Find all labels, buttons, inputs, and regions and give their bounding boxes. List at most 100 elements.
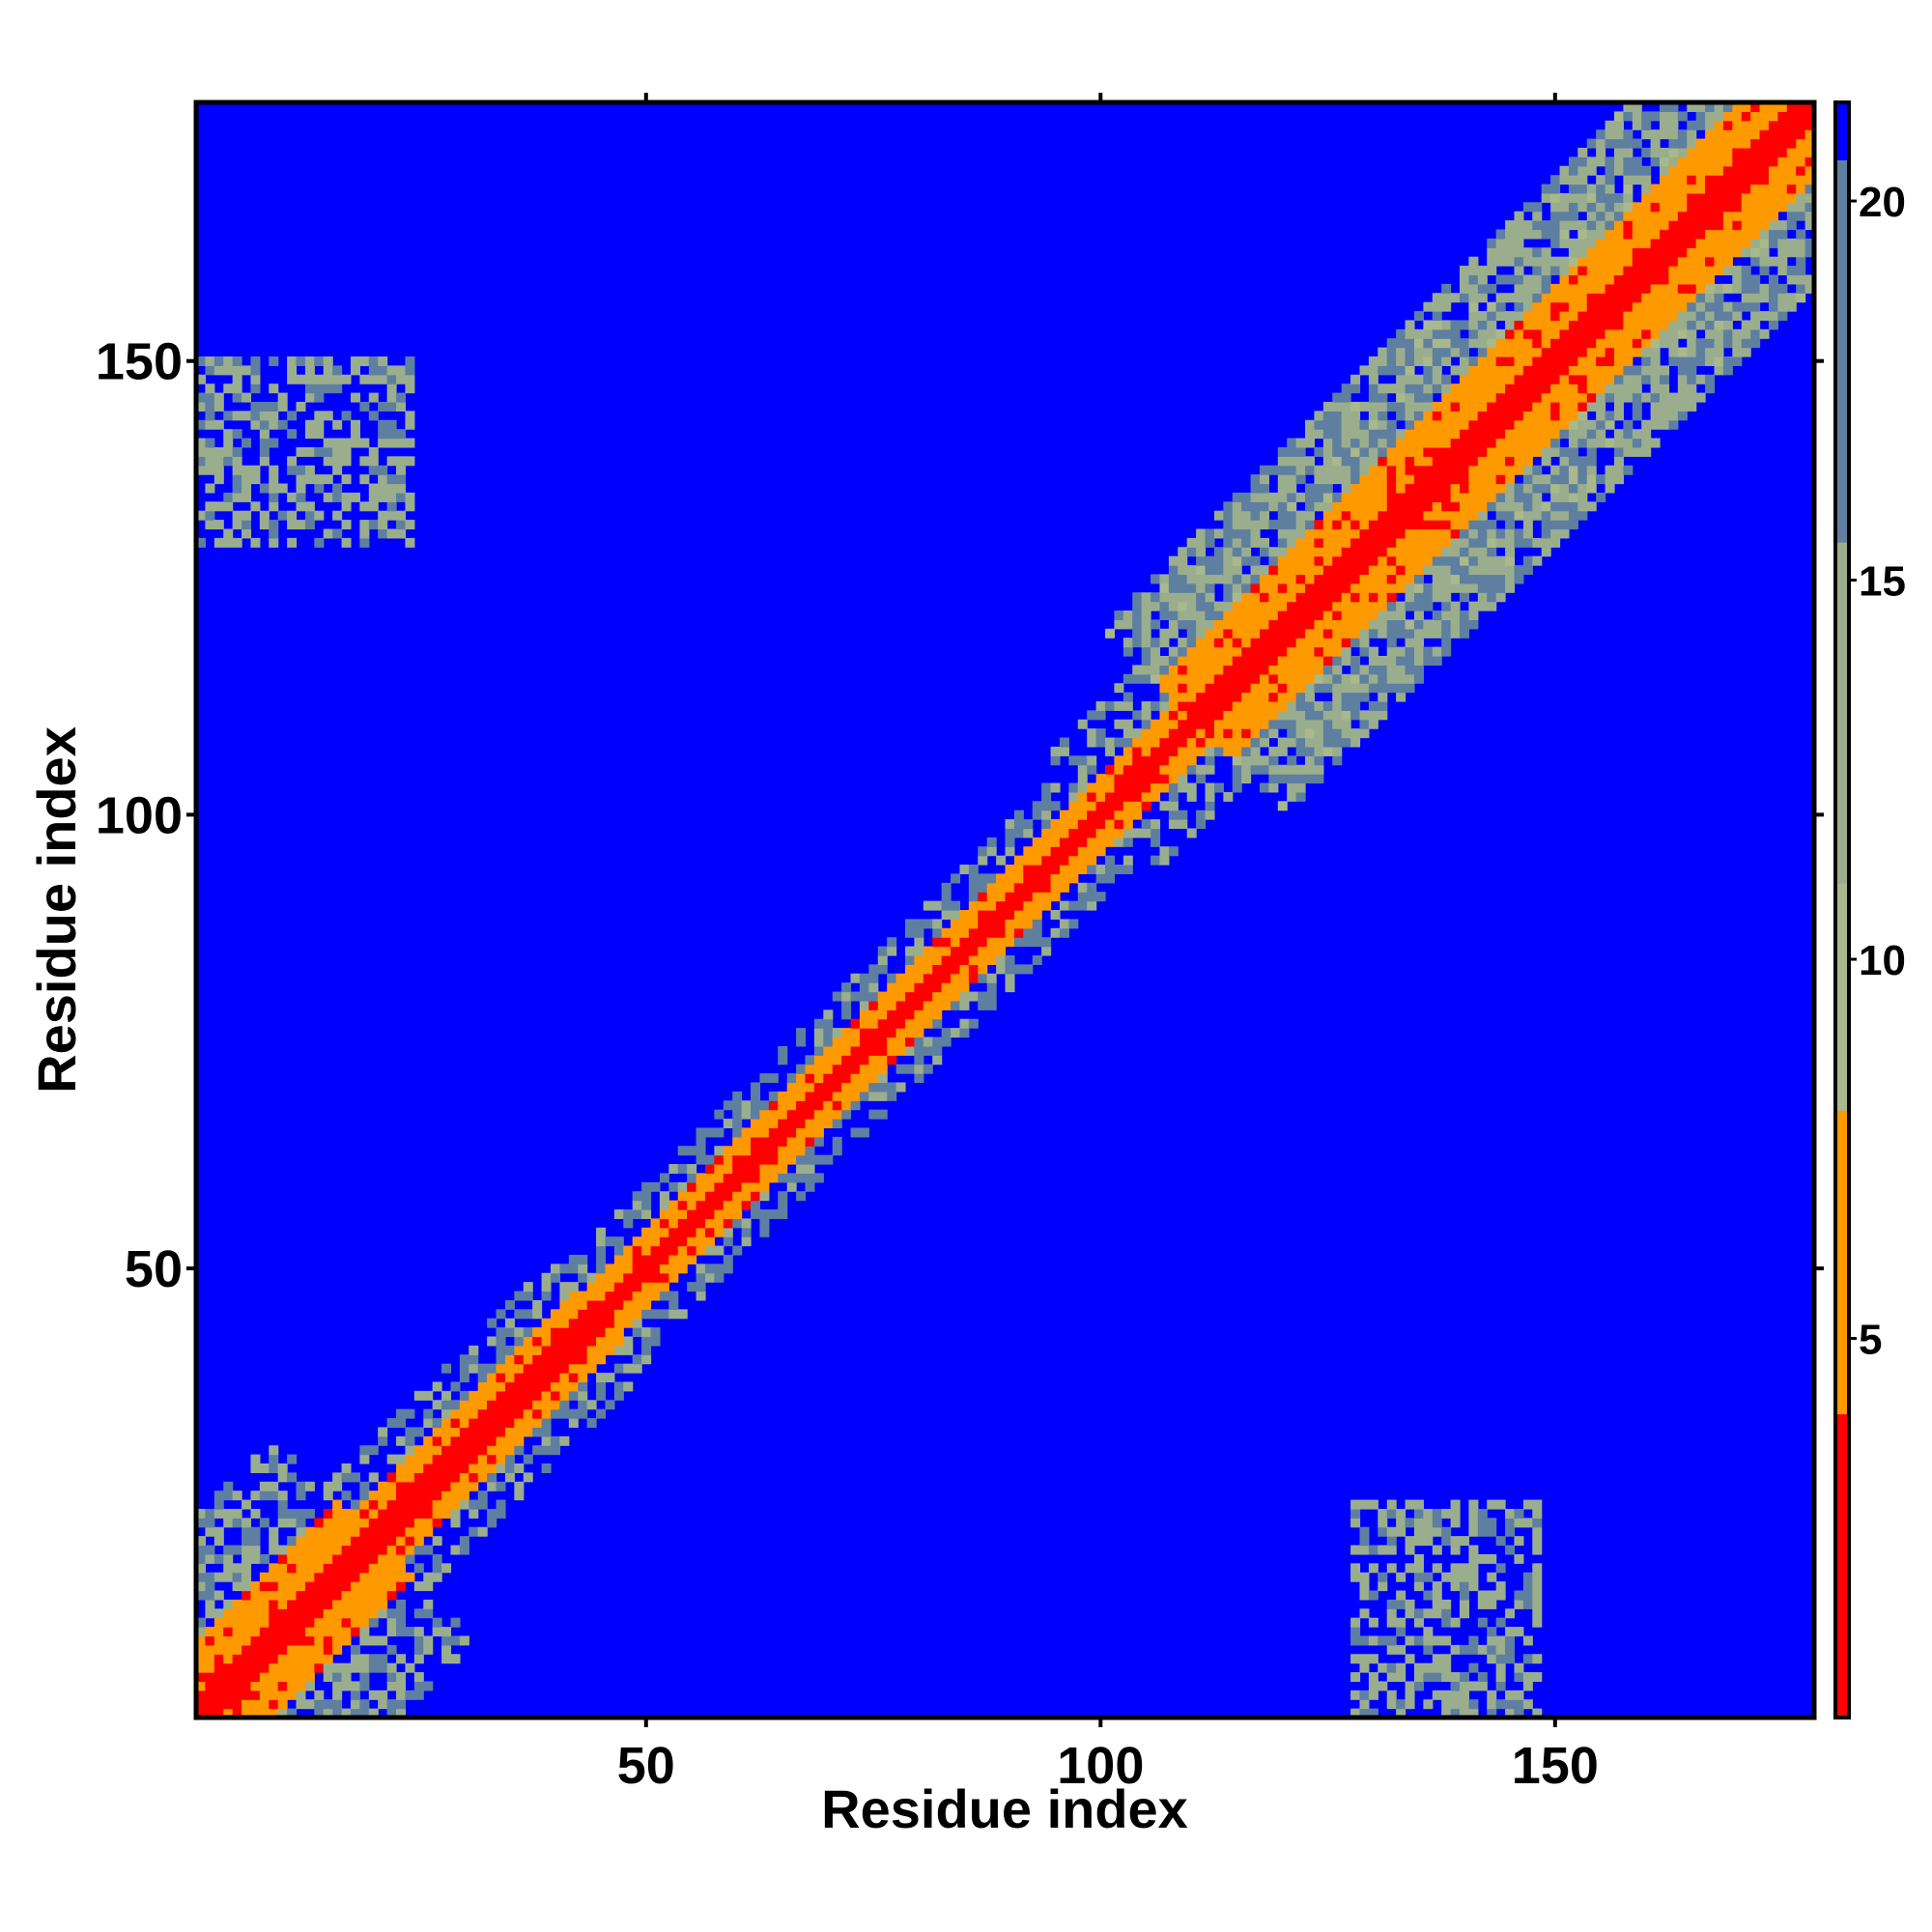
heatmap-cell (1586, 192, 1597, 203)
heatmap-cell (1386, 456, 1397, 467)
heatmap-cell (1641, 274, 1652, 285)
heatmap-cell (1432, 1654, 1442, 1664)
heatmap-cell (978, 910, 988, 920)
heatmap-cell (323, 1662, 333, 1673)
heatmap-cell (832, 1037, 842, 1047)
heatmap-cell (1532, 301, 1543, 312)
heatmap-cell (1596, 301, 1606, 312)
heatmap-cell (1196, 592, 1207, 603)
heatmap-cell (1368, 547, 1378, 557)
heatmap-cell (1186, 791, 1197, 802)
heatmap-cell (232, 392, 242, 403)
heatmap-cell (1396, 384, 1406, 394)
heatmap-cell (504, 1327, 515, 1338)
heatmap-cell (1250, 483, 1261, 494)
heatmap-cell (1413, 611, 1424, 621)
heatmap-cell (1559, 365, 1570, 376)
heatmap-cell (441, 1654, 452, 1664)
heatmap-cell (1359, 574, 1370, 584)
heatmap-cell (1368, 1681, 1378, 1691)
heatmap-cell (1087, 865, 1097, 875)
heatmap-cell (868, 1064, 879, 1074)
heatmap-cell (1495, 510, 1506, 521)
heatmap-cell (504, 1408, 515, 1419)
heatmap-cell (1522, 520, 1533, 530)
heatmap-cell (277, 1708, 288, 1719)
heatmap-cell (1487, 392, 1497, 403)
heatmap-cell (232, 384, 242, 394)
heatmap-cell (1413, 328, 1424, 339)
heatmap-cell (1141, 665, 1151, 675)
heatmap-cell (1577, 510, 1588, 521)
heatmap-cell (1495, 238, 1506, 248)
heatmap-cell (213, 401, 224, 412)
heatmap-cell (568, 1327, 579, 1338)
heatmap-cell (477, 1363, 488, 1374)
heatmap-cell (1668, 247, 1679, 258)
heatmap-cell (232, 456, 242, 467)
heatmap-cell (1495, 565, 1506, 576)
heatmap-cell (277, 1499, 288, 1510)
heatmap-cell (1495, 1635, 1506, 1646)
heatmap-cell (1168, 728, 1179, 739)
heatmap-cell (1505, 229, 1516, 240)
heatmap-cell (1750, 147, 1761, 157)
heatmap-cell (1314, 537, 1324, 548)
heatmap-cell (1205, 700, 1215, 711)
heatmap-cell (1050, 910, 1061, 920)
heatmap-cell (1277, 474, 1288, 485)
heatmap-cell (1232, 764, 1242, 775)
heatmap-cell (1441, 1599, 1452, 1609)
heatmap-cell (1477, 1617, 1488, 1628)
heatmap-cell (1559, 338, 1570, 349)
heatmap-cell (1768, 102, 1778, 112)
heatmap-cell (1687, 102, 1697, 112)
heatmap-cell (751, 1100, 761, 1111)
heatmap-cell (1168, 582, 1179, 593)
heatmap-cell (405, 520, 415, 530)
heatmap-cell (1514, 1599, 1524, 1609)
heatmap-cell (323, 411, 333, 421)
heatmap-cell (1132, 801, 1143, 811)
heatmap-cell (1378, 1572, 1388, 1582)
heatmap-cell (396, 1617, 407, 1628)
heatmap-cell (1532, 347, 1543, 357)
heatmap-cell (1559, 283, 1570, 294)
heatmap-cell (1568, 501, 1578, 512)
heatmap-cell (1660, 175, 1670, 185)
heatmap-cell (1077, 819, 1088, 830)
heatmap-cell (1677, 283, 1688, 294)
heatmap-cell (1741, 111, 1751, 122)
heatmap-cell (1577, 438, 1588, 448)
heatmap-cell (242, 1499, 252, 1510)
heatmap-cell (1605, 320, 1615, 330)
heatmap-cell (1396, 673, 1406, 684)
heatmap-cell (341, 1518, 352, 1528)
heatmap-cell (1114, 719, 1124, 729)
heatmap-cell (1505, 465, 1516, 475)
heatmap-cell (1032, 846, 1042, 857)
heatmap-cell (1586, 238, 1597, 248)
heatmap-cell (359, 520, 370, 530)
heatmap-cell (1460, 1644, 1470, 1655)
heatmap-cell (314, 1553, 325, 1564)
heatmap-cell (1786, 120, 1797, 130)
heatmap-cell (641, 1227, 652, 1237)
heatmap-cell (823, 1119, 834, 1129)
heatmap-cell (632, 1272, 642, 1283)
heatmap-cell (259, 1708, 270, 1719)
heatmap-cell (1059, 865, 1069, 875)
heatmap-cell (1241, 574, 1252, 584)
heatmap-cell (441, 1400, 452, 1410)
heatmap-cell (1205, 673, 1215, 684)
heatmap-cell (914, 1009, 924, 1020)
heatmap-cell (1722, 156, 1733, 167)
heatmap-cell (1477, 1681, 1488, 1691)
heatmap-cell (1505, 1508, 1516, 1519)
heatmap-cell (269, 1617, 279, 1628)
heatmap-cell (1368, 483, 1378, 494)
heatmap-cell (650, 1336, 661, 1347)
heatmap-cell (904, 1028, 915, 1038)
heatmap-cell (1223, 746, 1234, 756)
heatmap-cell (1077, 791, 1088, 802)
